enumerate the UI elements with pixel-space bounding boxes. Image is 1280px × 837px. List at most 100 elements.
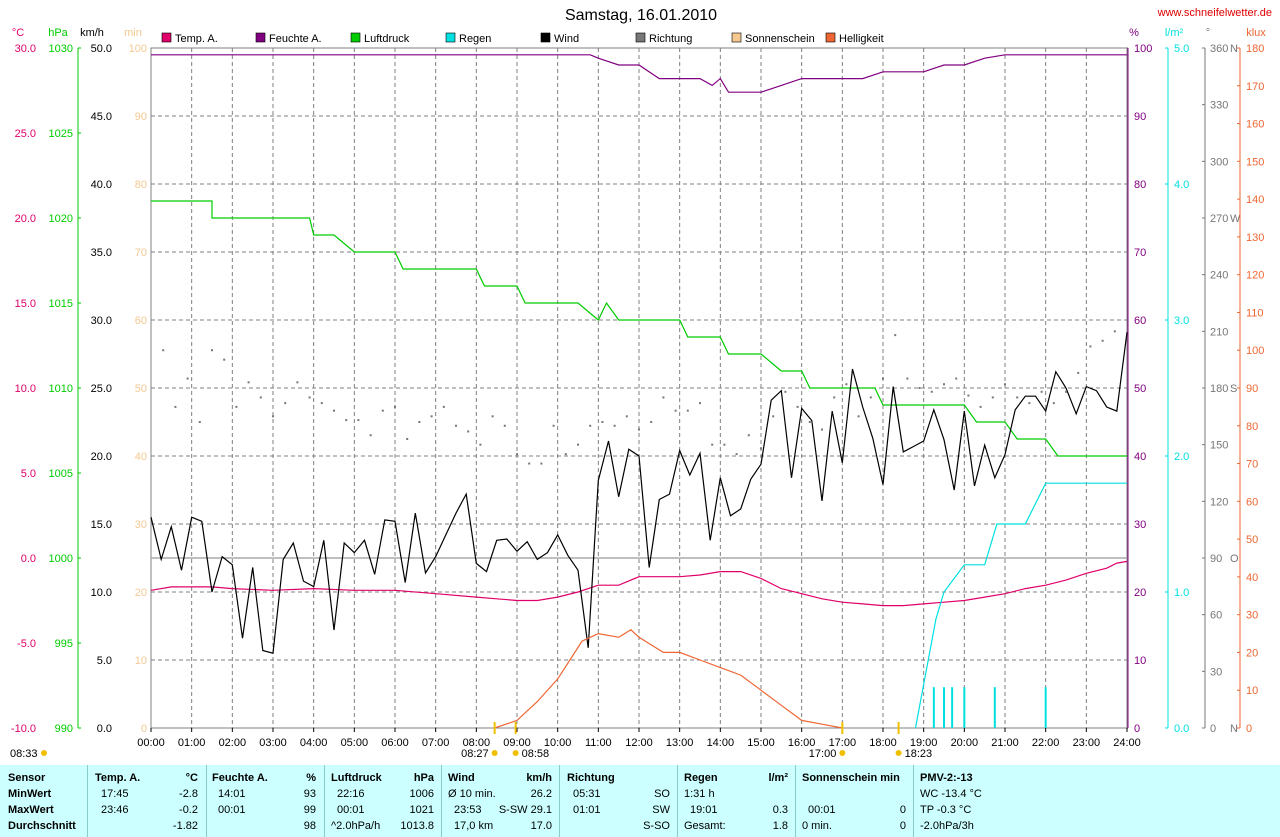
direction-point	[1028, 402, 1031, 405]
direction-point	[1101, 339, 1104, 342]
direction-point	[394, 405, 396, 408]
direction-point	[991, 396, 994, 399]
direction-point	[467, 430, 470, 433]
sunrise-icon	[41, 750, 47, 756]
direction-point	[528, 462, 531, 465]
legend-swatch	[161, 32, 172, 43]
x-tick-label: 21:00	[991, 737, 1019, 749]
wind-unit-label: km/h	[80, 27, 104, 39]
direction-max-time: 01:01	[573, 804, 601, 816]
direction-point	[918, 387, 921, 389]
series-luftdruck	[151, 200, 1127, 457]
direction-point	[613, 424, 616, 427]
header-humidity: Feuchte A.	[212, 772, 268, 784]
humidity-max-value: 99	[303, 804, 316, 816]
x-tick-label: 10:00	[544, 737, 572, 749]
sun-time-label: 08:27	[461, 748, 489, 760]
wind-tick-label: 20.0	[91, 451, 112, 463]
rain-max-time: 19:01	[690, 804, 718, 816]
legend-swatch	[255, 32, 266, 43]
header-pmv: PMV-2:-13	[920, 772, 973, 784]
sun-markers: 08:27 08:58 17:00 18:23 08:33	[10, 722, 932, 760]
series-wind	[150, 332, 1128, 654]
pressure-tick-label: 995	[55, 638, 73, 650]
temp-tick-label: -5.0	[17, 638, 36, 650]
temp-max-value: -0.2	[179, 804, 198, 816]
direction-point	[564, 453, 567, 456]
brightness-tick-label: 100	[1246, 345, 1264, 357]
row-label-avg: Durchschnitt	[8, 820, 76, 832]
sunshine-tick-label: 70	[135, 247, 147, 259]
x-tick-label: 16:00	[788, 737, 816, 749]
x-tick-label: 17:00	[829, 737, 857, 749]
direction-compass-label: O	[1230, 553, 1239, 565]
pressure-tick-label: 1010	[49, 383, 73, 395]
pressure-tick-label: 990	[55, 723, 73, 735]
direction-point	[345, 419, 348, 422]
x-tick-label: 11:00	[585, 737, 612, 749]
direction-point	[650, 421, 653, 423]
direction-tick-label: 300	[1210, 156, 1228, 168]
direction-point	[955, 377, 958, 380]
legend-swatch	[731, 32, 742, 43]
direction-point	[369, 434, 372, 437]
temp-tick-label: 15.0	[15, 298, 36, 310]
direction-point	[808, 421, 811, 423]
wind-max-time: 23:53	[454, 804, 482, 816]
sun-icon	[895, 750, 902, 756]
header-pressure: Luftdruck	[331, 772, 382, 784]
direction-point	[259, 396, 262, 399]
brightness-tick-label: 120	[1246, 270, 1264, 282]
direction-point	[760, 447, 762, 450]
direction-point	[869, 396, 872, 399]
direction-point	[1016, 396, 1019, 399]
direction-point	[430, 415, 433, 418]
direction-point	[516, 453, 518, 456]
direction-point	[686, 409, 689, 412]
temp-tick-label: 25.0	[15, 128, 36, 140]
direction-point	[247, 381, 250, 384]
humidity-unit-label: %	[1129, 27, 1139, 39]
temp-min-time: 17:45	[101, 788, 129, 800]
humidity-avg-value: 98	[303, 820, 316, 832]
sun-time-label: 08:58	[522, 748, 550, 760]
axis-labels: °C -10.0 -5.0 0.0 5.0 10.0 15.0 20.0 25.0 30.0 hPa…	[11, 27, 1266, 735]
humidity-tick-label: 80	[1134, 179, 1146, 191]
x-tick-label: 15:00	[747, 737, 775, 749]
sunshine-max-value: 0	[899, 804, 906, 816]
direction-point	[1004, 383, 1006, 386]
sunshine-tick-label: 40	[135, 451, 147, 463]
direction-point	[967, 394, 970, 397]
sunshine-tick-label: 0	[141, 723, 147, 735]
x-tick-label: 09:00	[503, 737, 531, 749]
brightness-tick-label: 10	[1246, 685, 1258, 697]
wind-tick-label: 25.0	[91, 383, 112, 395]
header-wind-unit: km/h	[526, 772, 552, 784]
rain-tick-label: 5.0	[1174, 43, 1189, 55]
legend-label: Wind	[554, 33, 579, 45]
x-tick-label: 12:00	[625, 737, 653, 749]
website-link[interactable]: www.schneifelwetter.de	[1157, 7, 1272, 19]
humidity-tick-label: 30	[1134, 519, 1146, 531]
temp-tick-label: 20.0	[15, 213, 36, 225]
x-tick-label: 05:00	[341, 737, 369, 749]
direction-point	[723, 443, 726, 446]
legend-label: Sonnenschein	[745, 33, 815, 45]
direction-point	[821, 428, 823, 431]
rain-unit-label: l/m²	[1165, 27, 1184, 39]
legend-swatch	[635, 32, 646, 43]
sunshine-tick-label: 30	[135, 519, 147, 531]
header-pressure-unit: hPa	[413, 772, 434, 784]
x-tick-label: 02:00	[219, 737, 247, 749]
sunshine-tick-label: 20	[135, 587, 147, 599]
direction-point	[601, 421, 604, 423]
row-label-min: MinWert	[8, 788, 52, 800]
direction-point	[284, 402, 287, 405]
humidity-tick-label: 20	[1134, 587, 1146, 599]
header-sensor: Sensor	[8, 772, 46, 784]
direction-point	[381, 409, 384, 412]
series-feuchte-a	[151, 54, 1127, 93]
humidity-tick-label: 0	[1134, 723, 1140, 735]
direction-point	[857, 415, 860, 418]
x-tick-label: 04:00	[300, 737, 328, 749]
